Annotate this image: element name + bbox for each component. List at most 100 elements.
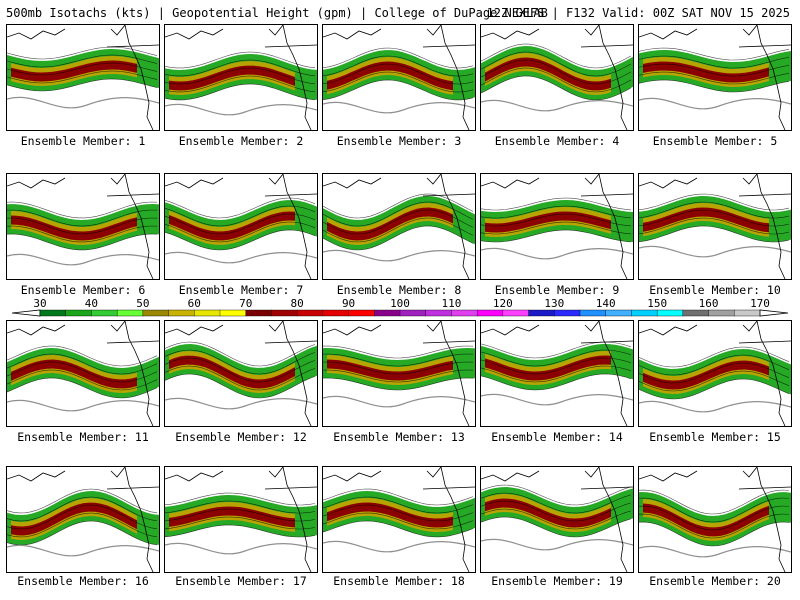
colorbar-segment <box>322 309 350 317</box>
height-contour <box>7 225 158 243</box>
height-contour <box>7 504 158 530</box>
ensemble-map-panel <box>6 173 160 280</box>
colorbar-tick-label: 110 <box>441 297 461 310</box>
height-contour <box>481 349 632 367</box>
map-svg <box>639 25 791 130</box>
height-contour <box>7 520 158 546</box>
gray-contour <box>481 393 633 406</box>
height-contour <box>639 489 790 515</box>
colorbar-tick-label: 30 <box>33 297 46 310</box>
ensemble-member-label: Ensemble Member: 14 <box>491 430 623 444</box>
colorbar-tick-label: 130 <box>544 297 564 310</box>
height-contour <box>481 67 632 93</box>
map-svg <box>165 174 317 279</box>
isotach-core-80kt <box>11 215 137 241</box>
gray-contour <box>165 542 317 555</box>
height-contour <box>165 365 316 391</box>
height-contour <box>165 349 316 375</box>
map-svg <box>165 25 317 130</box>
colorbar-tick-label: 50 <box>136 297 149 310</box>
coastline <box>106 25 159 130</box>
height-contour <box>165 492 316 506</box>
height-contour <box>481 229 632 243</box>
coastline <box>264 467 317 572</box>
coastline <box>422 25 475 130</box>
gray-contour <box>639 245 791 258</box>
isotach-core-80kt <box>643 207 769 233</box>
height-contour <box>165 51 316 69</box>
gray-contour <box>481 538 633 551</box>
isotach-core-80kt <box>485 211 611 233</box>
isotach-band-60kt <box>643 499 769 541</box>
alaska-coastline <box>323 177 382 189</box>
isotach-band-60kt <box>327 57 453 95</box>
colorbar-segment <box>451 309 478 317</box>
map-svg <box>7 467 159 572</box>
height-contour <box>323 361 474 375</box>
map-svg <box>323 467 475 572</box>
ensemble-map-panel <box>164 24 318 131</box>
height-contour <box>639 55 790 69</box>
ensemble-map-panel <box>322 24 476 131</box>
coastline <box>580 321 633 426</box>
ensemble-map-panel <box>322 173 476 280</box>
height-contour <box>639 362 790 384</box>
colorbar-segment <box>348 309 375 317</box>
coastline <box>738 321 791 426</box>
colorbar-segment <box>245 309 272 317</box>
height-contour <box>639 63 790 77</box>
gray-contour <box>7 544 159 557</box>
colorbar-segment <box>656 309 684 317</box>
coastline <box>738 174 791 279</box>
colorbar-segment <box>91 309 118 317</box>
height-contour <box>323 209 474 235</box>
colorbar-tick-label: 70 <box>239 297 252 310</box>
height-contour <box>639 521 790 547</box>
colorbar-segment <box>605 309 632 317</box>
colorbar-tick-label: 160 <box>699 297 719 310</box>
ensemble-map-panel <box>480 320 634 427</box>
coastline <box>106 321 159 426</box>
ensemble-member-label: Ensemble Member: 8 <box>336 283 462 297</box>
coastline <box>422 174 475 279</box>
ensemble-member-label: Ensemble Member: 13 <box>333 430 465 444</box>
gray-contour <box>481 99 633 112</box>
isotach-band-60kt <box>643 203 769 237</box>
isotach-core-80kt <box>11 502 137 536</box>
colorbar-tick-label: 140 <box>596 297 616 310</box>
height-contour <box>639 497 790 523</box>
colorbar-segment <box>476 309 504 317</box>
height-contour <box>7 496 158 522</box>
gray-contour <box>639 400 791 413</box>
map-svg <box>639 174 791 279</box>
colorbar-segment <box>194 309 221 317</box>
gray-contour <box>323 395 475 408</box>
ensemble-map-panel <box>6 466 160 573</box>
height-contour <box>481 51 632 77</box>
map-svg <box>481 25 633 130</box>
isotach-core-80kt <box>327 359 453 381</box>
colorbar-segment <box>502 309 530 317</box>
height-contour <box>7 62 158 76</box>
height-contour <box>639 378 790 400</box>
map-svg <box>7 321 159 426</box>
height-contour <box>7 233 158 251</box>
height-contour <box>323 377 474 391</box>
height-contour <box>7 361 158 383</box>
ensemble-member-label: Ensemble Member: 3 <box>336 134 462 148</box>
colorbar-tick-label: 90 <box>342 297 355 310</box>
isotach-core-80kt <box>643 360 769 390</box>
coastline <box>264 321 317 426</box>
height-contour <box>323 512 474 530</box>
height-contour <box>639 370 790 392</box>
alaska-coastline <box>481 177 540 189</box>
alaska-coastline <box>165 177 224 189</box>
map-svg <box>481 174 633 279</box>
height-contour <box>165 83 316 101</box>
gray-contour <box>323 101 475 114</box>
gray-contour <box>323 249 475 262</box>
colorbar-segment <box>142 309 170 317</box>
ensemble-member-label: Ensemble Member: 12 <box>175 430 307 444</box>
ensemble-map-panel <box>6 320 160 427</box>
alaska-coastline <box>7 324 66 336</box>
